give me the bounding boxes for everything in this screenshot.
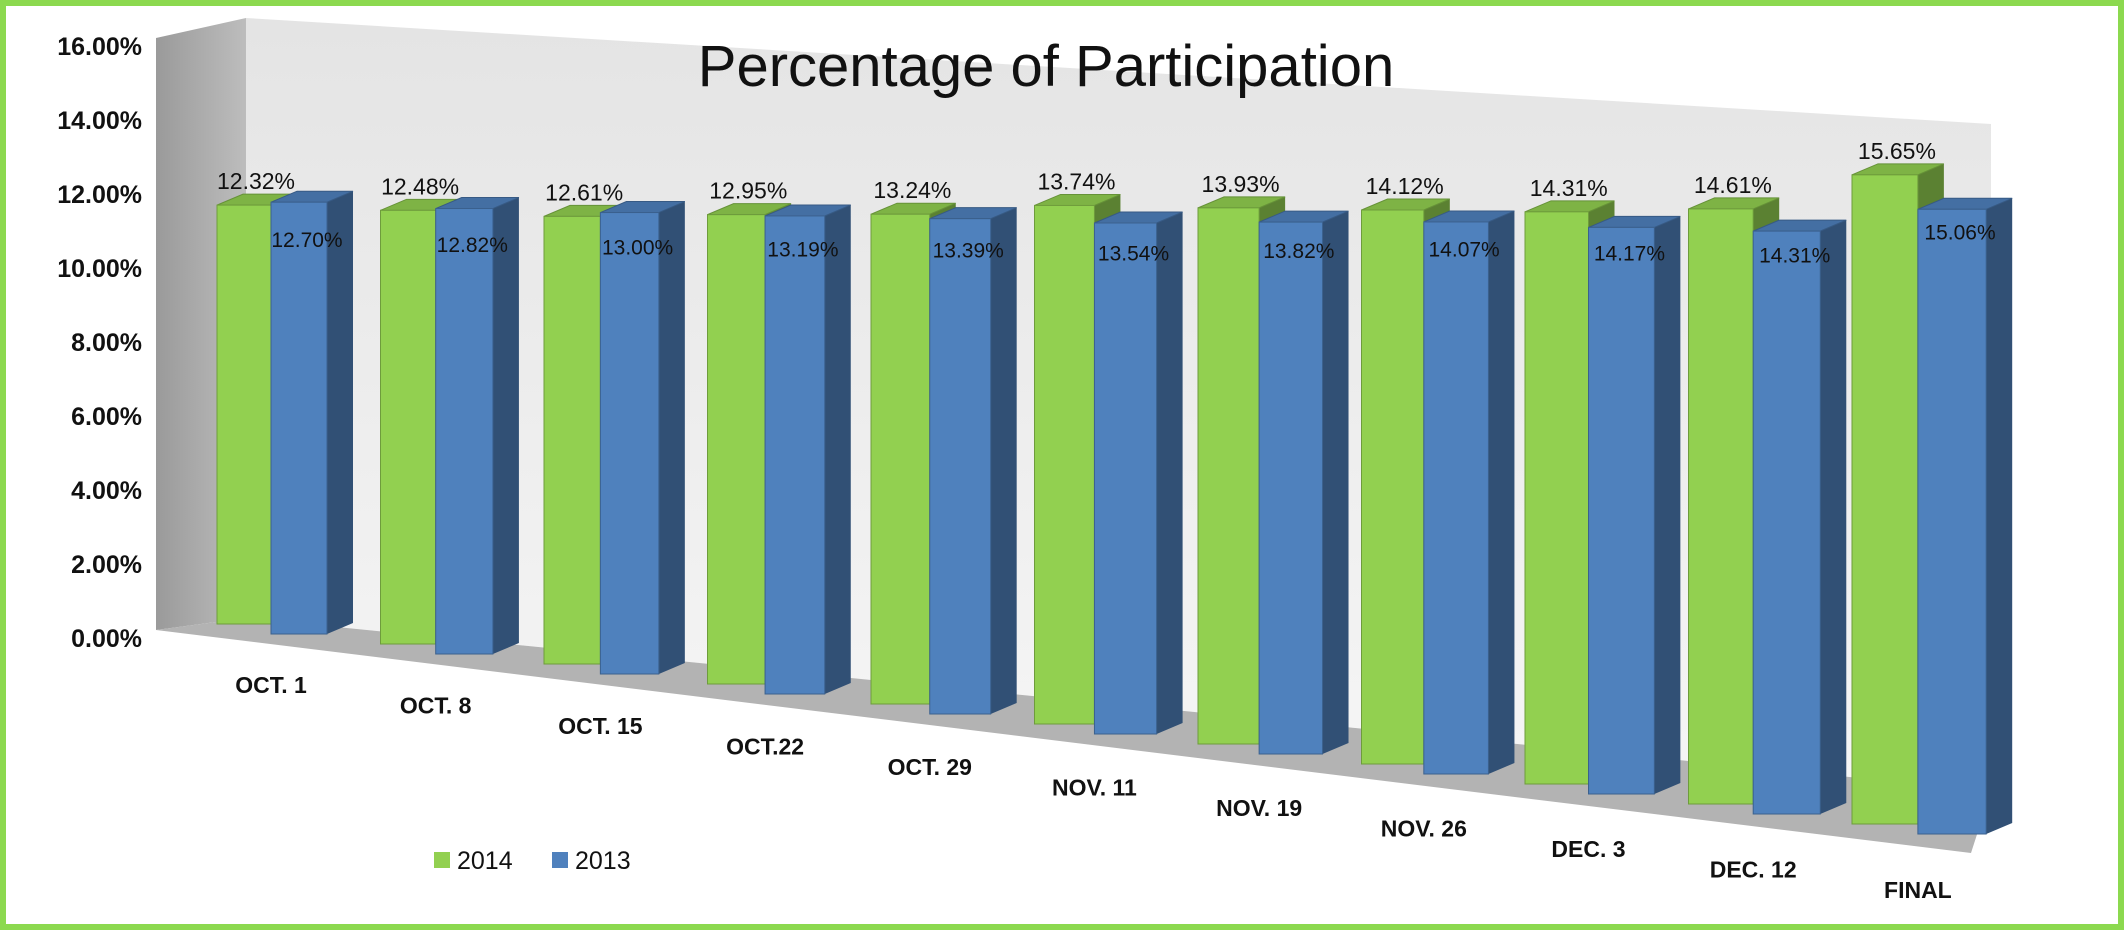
series-2013-bar [1752,219,1847,815]
series-2013-bar [1588,215,1681,795]
data-label-2013: 13.82% [1263,240,1334,263]
series-2013-bar [1093,211,1183,735]
x-tick-label: NOV. 11 [1052,775,1137,801]
x-tick-label: OCT. 15 [558,713,643,739]
x-tick-label: OCT.22 [726,734,804,760]
data-labels-layer: 12.32% 12.70% 12.48% 12.82% 12.61% 13.00% 12.9… [217,138,1996,268]
x-tick-label: DEC. 3 [1551,836,1625,862]
data-label-2014: 13.93% [1202,171,1280,197]
data-label-2013: 14.17% [1594,242,1665,265]
data-label-2014: 14.31% [1530,175,1608,201]
data-label-2013: 14.07% [1429,238,1500,261]
data-label-2014: 12.95% [709,178,787,204]
y-tick-label: 6.00% [71,403,142,431]
y-tick-label: 16.00% [57,33,142,61]
data-label-2013: 15.06% [1924,221,1995,244]
data-label-2014: 12.32% [217,168,295,194]
chart-title: Percentage of Participation [698,34,1394,99]
data-label-2013: 13.39% [933,240,1004,263]
data-label-2014: 12.48% [381,173,459,199]
x-tick-label: OCT. 29 [888,754,972,780]
data-label-2013: 13.19% [767,238,838,261]
series-2013-bar [764,204,851,695]
y-axis: 0.00% 2.00% 4.00% 6.00% 8.00% 10.00% 12.00% 14.… [57,33,142,653]
y-tick-label: 14.00% [57,107,142,135]
y-tick-label: 4.00% [71,477,142,505]
data-label-2014: 13.24% [873,177,951,203]
data-label-2014: 14.61% [1694,172,1772,198]
series-2013-bar [599,201,686,675]
y-tick-label: 0.00% [71,625,142,653]
bars-layer [216,163,2013,835]
x-tick-label: OCT. 8 [400,693,472,719]
y-tick-label: 2.00% [71,551,142,579]
series-2013-bar [1258,210,1349,755]
participation-chart: 0.00% 2.00% 4.00% 6.00% 8.00% 10.00% 12.00% 14.… [57,18,2013,903]
y-tick-label: 8.00% [71,329,142,357]
legend-label-2014: 2014 [457,847,513,875]
x-tick-label: DEC. 12 [1710,857,1797,883]
x-tick-label: OCT. 1 [235,672,307,698]
data-label-2013: 12.70% [271,229,342,252]
data-label-2013: 14.31% [1759,245,1830,268]
data-label-2014: 12.61% [545,179,623,205]
x-tick-label: NOV. 26 [1381,816,1467,842]
x-axis: OCT. 1 OCT. 8 OCT. 15 OCT.22 OCT. 29 NOV. 11 N… [235,672,1952,903]
y-tick-label: 10.00% [57,255,142,283]
x-tick-label: FINAL [1884,877,1952,903]
floor [156,618,1991,853]
series-2013-bar [435,197,520,655]
data-label-2013: 12.82% [437,234,508,257]
x-tick-label: NOV. 19 [1216,795,1302,821]
chart-frame: 0.00% 2.00% 4.00% 6.00% 8.00% 10.00% 12.00% 14.… [6,6,2118,924]
legend-label-2013: 2013 [575,847,631,875]
data-label-2013: 13.54% [1098,243,1169,266]
series-2013-bar [1917,197,2013,835]
data-label-2014: 14.12% [1366,173,1444,199]
data-label-2013: 13.00% [602,237,673,260]
legend: 2014 2013 [434,847,631,875]
y-tick-label: 12.00% [57,181,142,209]
series-2013-bar [929,207,1017,715]
series-2013-bar [270,190,354,635]
legend-swatch-2014 [434,852,450,868]
data-label-2014: 15.65% [1858,138,1936,164]
series-2013-bar [1423,210,1515,775]
legend-swatch-2013 [552,852,568,868]
data-label-2014: 13.74% [1037,168,1115,194]
